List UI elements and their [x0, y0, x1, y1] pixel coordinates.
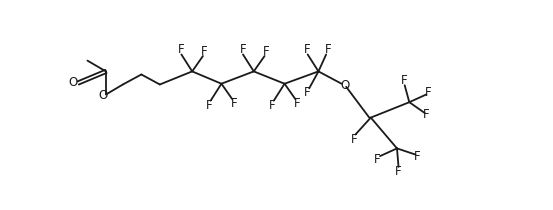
Text: F: F — [239, 43, 246, 56]
Text: F: F — [304, 43, 311, 56]
Text: F: F — [178, 43, 185, 56]
Text: F: F — [414, 150, 420, 163]
Text: F: F — [269, 99, 275, 112]
Text: F: F — [304, 87, 311, 100]
Text: F: F — [231, 97, 237, 110]
Text: F: F — [425, 87, 431, 100]
Text: F: F — [395, 165, 402, 178]
Text: F: F — [206, 99, 212, 112]
Text: O: O — [68, 76, 77, 89]
Text: F: F — [201, 45, 208, 58]
Text: F: F — [325, 43, 331, 56]
Text: F: F — [423, 108, 430, 121]
Text: O: O — [98, 89, 107, 102]
Text: O: O — [340, 79, 349, 92]
Text: F: F — [374, 153, 380, 166]
Text: F: F — [294, 97, 300, 110]
Text: F: F — [263, 45, 269, 58]
Text: F: F — [351, 133, 357, 146]
Text: F: F — [401, 74, 408, 87]
